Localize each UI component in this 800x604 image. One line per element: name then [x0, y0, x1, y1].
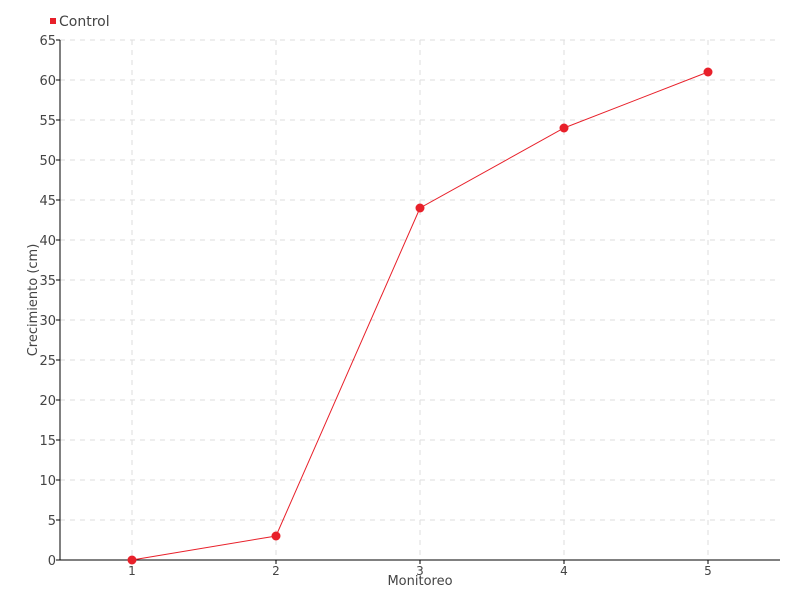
x-tick-label: 3: [416, 564, 424, 578]
data-point: [703, 67, 713, 77]
x-tick-label: 1: [128, 564, 136, 578]
data-point: [271, 531, 281, 541]
x-axis-label: Monitoreo: [387, 574, 452, 589]
y-tick-label: 65: [39, 34, 56, 49]
y-tick-label: 45: [39, 194, 56, 209]
y-tick-label: 40: [39, 234, 56, 249]
y-tick-label: 60: [39, 74, 56, 89]
y-tick-label: 0: [48, 554, 56, 569]
y-tick-label: 55: [39, 114, 56, 129]
y-tick-label: 35: [39, 274, 56, 289]
y-tick-label: 30: [39, 314, 56, 329]
legend-marker: [50, 18, 56, 24]
data-point: [127, 555, 137, 565]
y-tick-label: 10: [39, 474, 56, 489]
y-tick-label: 15: [39, 434, 56, 449]
y-axis-label: Crecimiento (cm): [26, 244, 41, 357]
data-point: [415, 203, 425, 213]
x-tick-label: 4: [560, 564, 568, 578]
y-tick-label: 50: [39, 154, 56, 169]
y-tick-label: 5: [48, 514, 56, 529]
legend-label: Control: [59, 14, 110, 30]
data-point: [559, 123, 569, 133]
x-tick-label: 5: [704, 564, 712, 578]
y-tick-label: 25: [39, 354, 56, 369]
y-tick-label: 20: [39, 394, 56, 409]
series-line: [131, 71, 709, 561]
x-tick-label: 2: [272, 564, 280, 578]
